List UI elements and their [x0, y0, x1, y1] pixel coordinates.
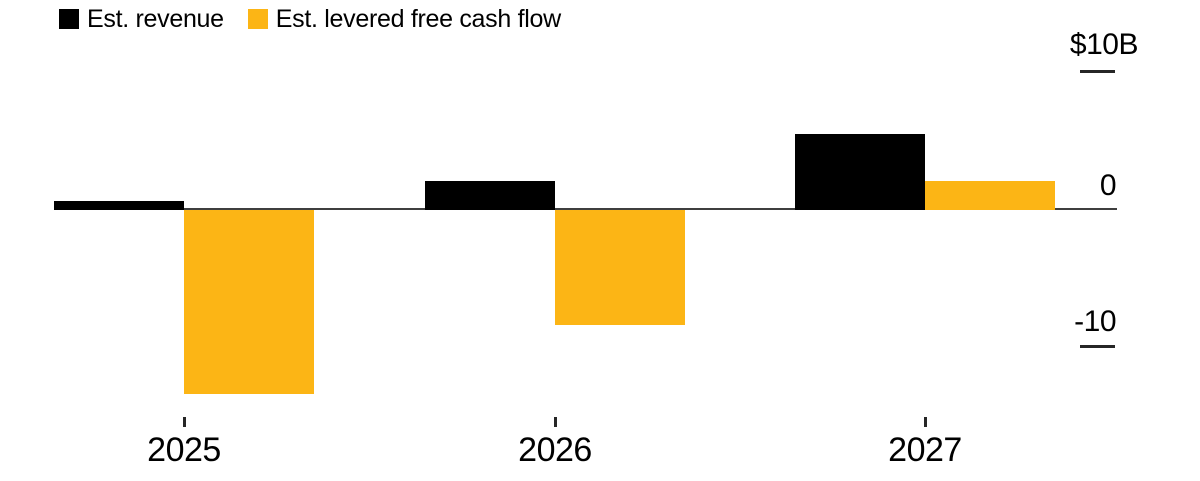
cash-flow-swatch-icon: [247, 9, 268, 29]
y-axis-label-0: 0: [1099, 169, 1117, 202]
legend-label-cash-flow: Est. levered free cash flow: [275, 5, 561, 33]
y-axis-label-neg10: -10: [1074, 305, 1116, 338]
legend-item-revenue: Est. revenue: [59, 5, 224, 33]
x-axis-tick-2026: [554, 417, 557, 427]
legend-label-revenue: Est. revenue: [87, 5, 224, 33]
x-axis-tick-2027: [924, 417, 927, 427]
y-axis-tick-neg10: [1080, 345, 1115, 348]
bar-cashflow-2025: [184, 210, 314, 394]
x-axis-zero-line: [54, 208, 1117, 210]
y-axis-tick-10: [1080, 70, 1115, 73]
bar-cashflow-2027: [925, 181, 1055, 210]
x-axis-label-2027: 2027: [888, 431, 962, 469]
x-axis-label-2026: 2026: [518, 431, 592, 469]
x-axis-label-2025: 2025: [147, 431, 221, 469]
x-axis-tick-2025: [183, 417, 186, 427]
y-axis-label-10: $10B: [1069, 28, 1139, 61]
revenue-swatch-icon: [59, 9, 79, 29]
bar-revenue-2026: [425, 181, 555, 210]
legend-item-cash-flow: Est. levered free cash flow: [247, 5, 561, 33]
bar-revenue-2025: [54, 201, 184, 210]
bar-revenue-2027: [795, 134, 925, 210]
bar-cashflow-2026: [555, 210, 685, 325]
legend: Est. revenue Est. levered free cash flow: [59, 5, 561, 33]
